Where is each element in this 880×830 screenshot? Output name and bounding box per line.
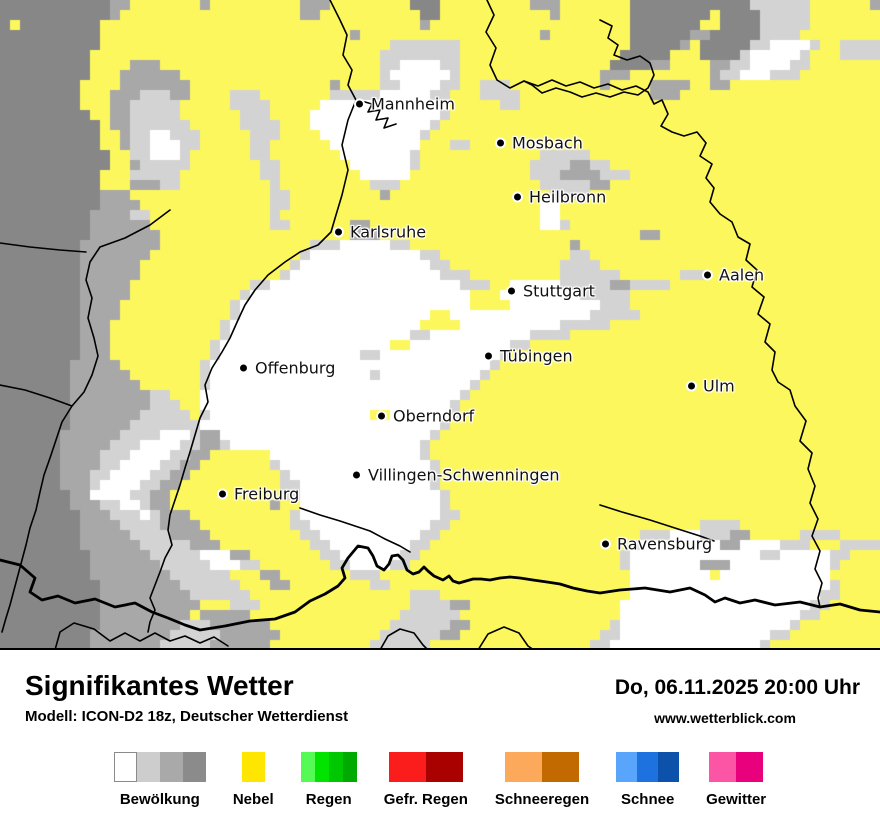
city-marker: Villingen-Schwenningen bbox=[353, 466, 559, 485]
legend-swatch bbox=[136, 752, 160, 782]
legend-label: Nebel bbox=[232, 791, 274, 808]
city-dot bbox=[688, 382, 695, 390]
forecast-datetime: Do, 06.11.2025 20:00 Uhr bbox=[614, 676, 860, 699]
city-dot bbox=[602, 540, 609, 548]
city-dot bbox=[497, 139, 504, 147]
city-marker: Tübingen bbox=[485, 347, 573, 366]
legend-swatch bbox=[328, 752, 343, 782]
city-dot bbox=[704, 271, 711, 279]
city-dot bbox=[240, 364, 247, 372]
legend-swatches bbox=[113, 752, 206, 782]
legend-swatch bbox=[342, 752, 357, 782]
city-label: Offenburg bbox=[255, 358, 336, 378]
footer: Signifikantes Wetter Modell: ICON-D2 18z… bbox=[0, 650, 880, 750]
city-label: Mannheim bbox=[371, 94, 455, 114]
city-label: Ulm bbox=[703, 376, 735, 396]
city-dot bbox=[485, 352, 492, 360]
legend-label: Schneeregen bbox=[494, 791, 590, 808]
legend-swatch bbox=[314, 752, 329, 782]
legend-swatch bbox=[709, 752, 737, 782]
page-title: Signifikantes Wetter bbox=[25, 670, 294, 701]
legend-entry: Gefr. Regen bbox=[384, 752, 468, 808]
legend-swatches bbox=[388, 752, 463, 782]
legend-label: Regen bbox=[305, 791, 352, 808]
legend-swatch bbox=[542, 752, 580, 782]
city-label: Ravensburg bbox=[617, 534, 713, 554]
city-marker: Heilbronn bbox=[514, 188, 606, 207]
legend-swatch bbox=[241, 752, 265, 782]
city-marker: Stuttgart bbox=[508, 282, 595, 301]
legend-entry: Gewitter bbox=[706, 752, 766, 808]
legend-entry: Nebel bbox=[233, 752, 274, 808]
legend-swatch bbox=[658, 752, 680, 782]
legend-entry: Schneeregen bbox=[495, 752, 589, 808]
city-dot bbox=[378, 412, 385, 420]
legend: Bewölkung Nebel Regen Gefr. Regen Schneerege… bbox=[0, 752, 880, 808]
city-marker: Mosbach bbox=[497, 134, 583, 153]
legend-swatch bbox=[505, 752, 543, 782]
model-info: Modell: ICON-D2 18z, Deutscher Wetterdie… bbox=[25, 708, 349, 725]
legend-swatch bbox=[388, 752, 426, 782]
city-label: Heilbronn bbox=[529, 187, 607, 207]
city-marker: Mannheim bbox=[356, 95, 455, 114]
city-dot bbox=[335, 228, 342, 236]
city-marker: Karlsruhe bbox=[335, 223, 426, 242]
legend-swatches bbox=[505, 752, 580, 782]
city-label: Villingen-Schwenningen bbox=[368, 465, 560, 485]
legend-entry: Regen bbox=[300, 752, 357, 808]
legend-swatch bbox=[300, 752, 315, 782]
legend-swatches bbox=[241, 752, 265, 782]
city-marker: Offenburg bbox=[240, 359, 335, 378]
legend-swatch bbox=[637, 752, 659, 782]
city-label: Tübingen bbox=[500, 346, 573, 366]
city-dot bbox=[356, 100, 363, 108]
city-label: Stuttgart bbox=[523, 281, 595, 301]
legend-label: Schnee bbox=[620, 791, 675, 808]
legend-label: Bewölkung bbox=[119, 791, 200, 808]
city-marker: Ravensburg bbox=[602, 535, 712, 554]
legend-swatch bbox=[159, 752, 183, 782]
city-label: Freiburg bbox=[234, 484, 300, 504]
legend-swatch bbox=[425, 752, 463, 782]
city-label: Mosbach bbox=[512, 133, 583, 153]
map-area: Mannheim Mosbach Heilbronn Karlsruhe Stuttga… bbox=[0, 0, 880, 650]
legend-swatches bbox=[709, 752, 764, 782]
legend-swatch bbox=[616, 752, 638, 782]
legend-swatches bbox=[616, 752, 680, 782]
legend-entry: Bewölkung bbox=[113, 752, 206, 808]
city-marker: Freiburg bbox=[219, 485, 299, 504]
city-label: Oberndorf bbox=[393, 406, 475, 426]
city-dot bbox=[508, 287, 515, 295]
legend-swatches bbox=[300, 752, 357, 782]
city-dot bbox=[219, 490, 226, 498]
legend-swatch bbox=[113, 752, 137, 782]
city-dot bbox=[514, 193, 521, 201]
legend-entry: Schnee bbox=[616, 752, 680, 808]
city-label: Karlsruhe bbox=[350, 222, 427, 242]
map-bottom-frame bbox=[0, 648, 880, 650]
city-marker: Ulm bbox=[688, 377, 735, 396]
city-dot bbox=[353, 471, 360, 479]
legend-label: Gefr. Regen bbox=[383, 791, 468, 808]
legend-label: Gewitter bbox=[706, 791, 767, 808]
city-marker: Aalen bbox=[704, 266, 764, 285]
legend-swatch bbox=[182, 752, 206, 782]
website-url: www.wetterblick.com bbox=[654, 710, 796, 726]
city-marker: Oberndorf bbox=[378, 407, 474, 426]
city-label: Aalen bbox=[719, 265, 765, 285]
legend-swatch bbox=[736, 752, 764, 782]
